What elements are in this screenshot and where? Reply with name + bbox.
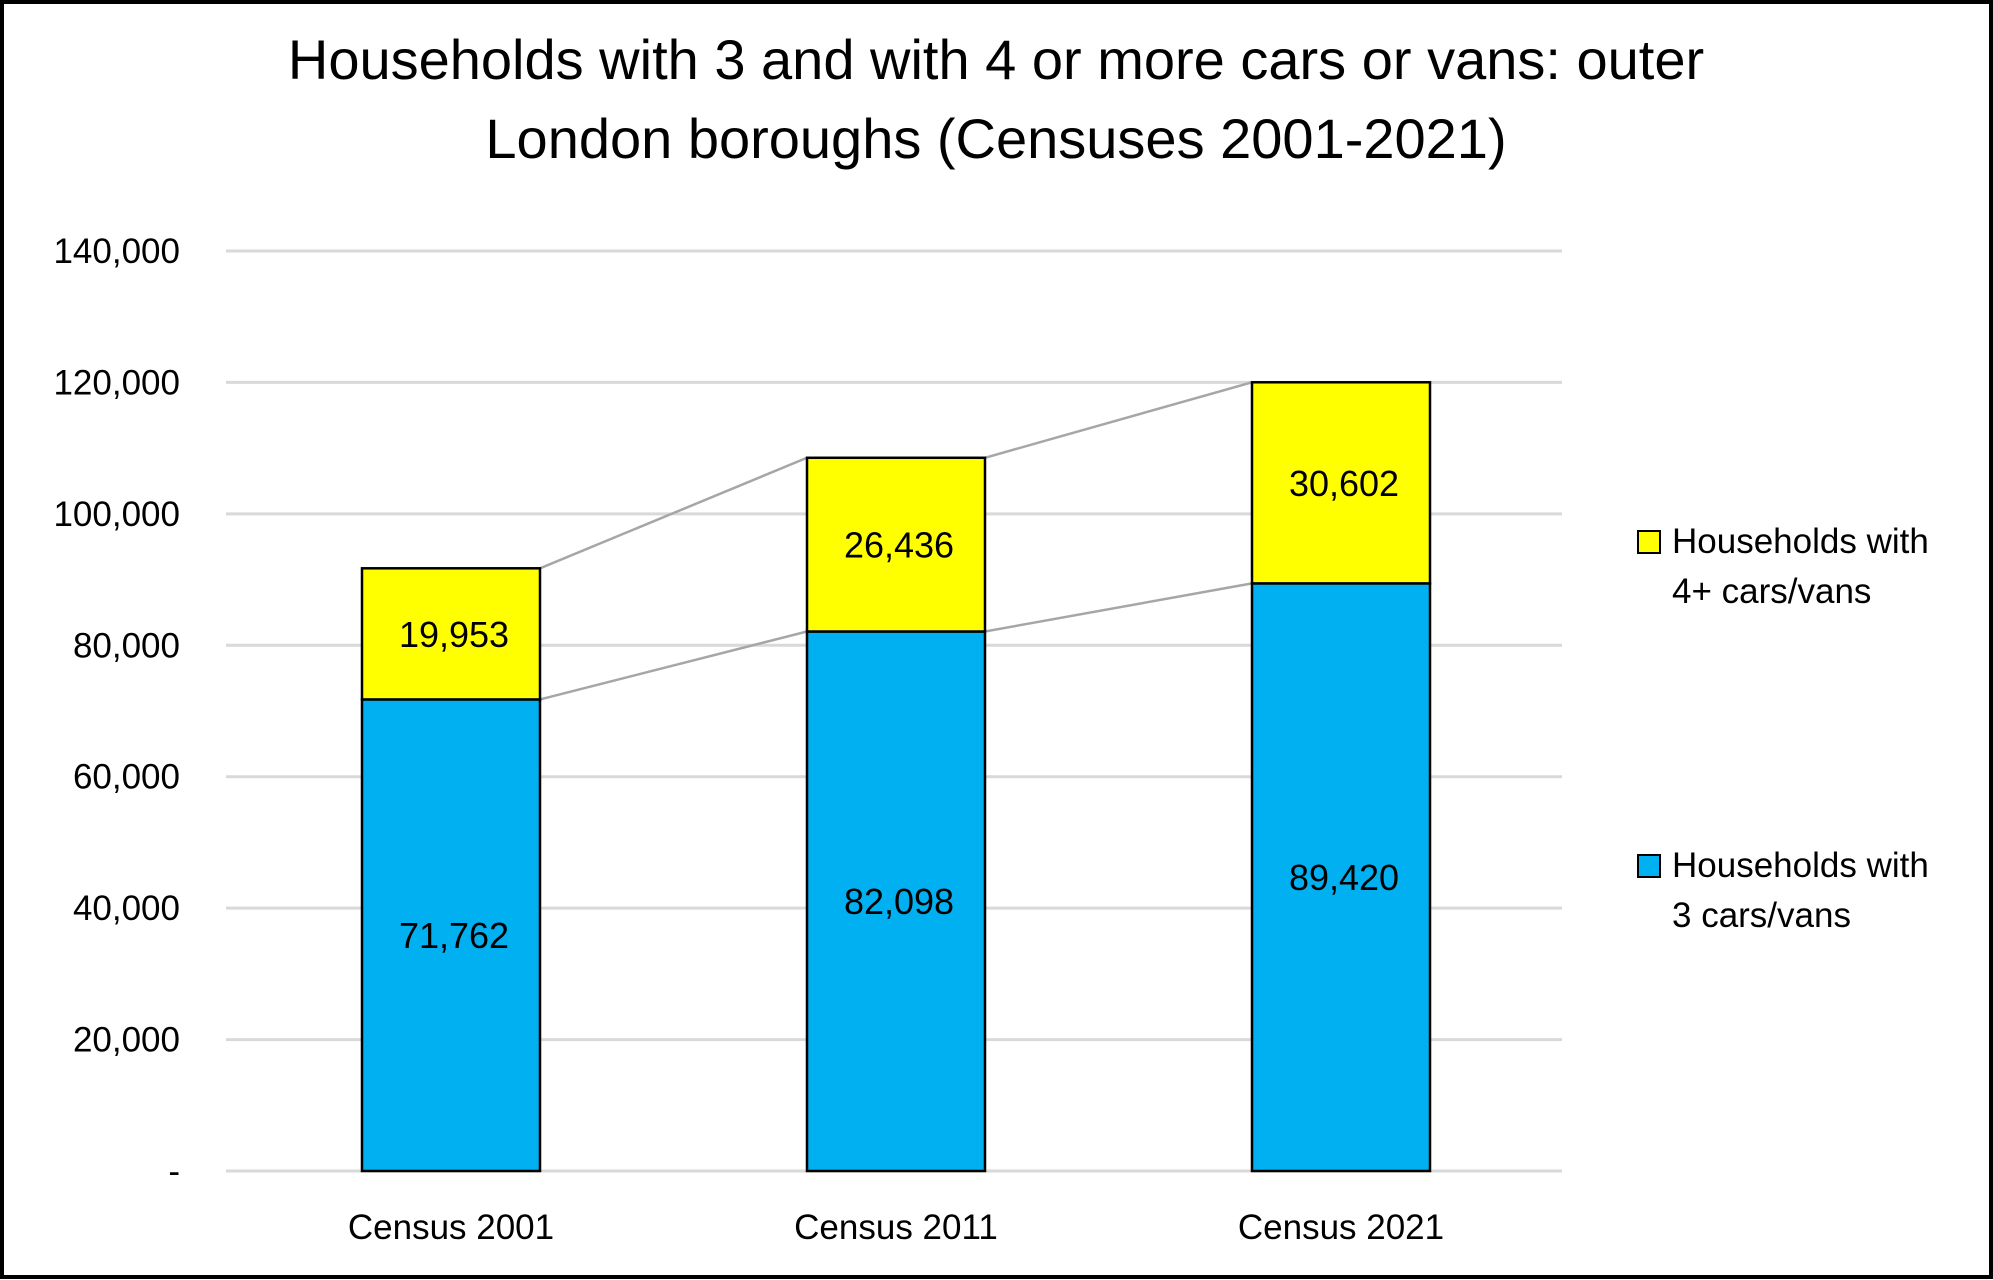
series-line xyxy=(984,381,1253,459)
data-label: 30,602 xyxy=(1289,463,1399,504)
series-lines xyxy=(539,381,1253,701)
chart-title-line-1: Households with 3 and with 4 or more car… xyxy=(288,28,1704,91)
stacked-bar-chart: Households with 3 and with 4 or more car… xyxy=(53,28,1929,1247)
x-tick-label: Census 2011 xyxy=(794,1208,998,1247)
bar xyxy=(360,698,542,1173)
legend-label: Households with xyxy=(1672,846,1929,885)
x-tick-label: Census 2001 xyxy=(348,1208,554,1247)
bar xyxy=(1250,582,1432,1173)
data-labels: 71,762 19,953 82,098 26,436 89,420 30,602 xyxy=(399,463,1399,956)
series-line xyxy=(539,456,808,570)
y-tick-label: - xyxy=(168,1152,180,1191)
legend-label: 3 cars/vans xyxy=(1672,896,1851,935)
legend-swatch xyxy=(1637,530,1661,554)
data-label: 71,762 xyxy=(399,915,509,956)
bar xyxy=(360,567,542,701)
legend-label: Households with xyxy=(1672,522,1929,561)
y-tick-label: 40,000 xyxy=(73,889,180,928)
data-label: 82,098 xyxy=(844,881,954,922)
data-label: 19,953 xyxy=(399,614,509,655)
chart-title: Households with 3 and with 4 or more car… xyxy=(288,28,1704,170)
bar xyxy=(1250,381,1432,585)
y-tick-label: 120,000 xyxy=(53,363,180,402)
chart-title-line-2: London boroughs (Censuses 2001-2021) xyxy=(485,107,1506,170)
series-line xyxy=(984,582,1253,633)
data-label: 26,436 xyxy=(844,525,954,566)
y-tick-label: 100,000 xyxy=(53,495,180,534)
series-line xyxy=(539,630,808,701)
x-axis: Census 2001 Census 2011 Census 2021 xyxy=(348,1208,1444,1247)
legend-swatch xyxy=(1637,854,1661,878)
x-tick-label: Census 2021 xyxy=(1238,1208,1444,1247)
data-label: 89,420 xyxy=(1289,857,1399,898)
y-tick-label: 20,000 xyxy=(73,1021,180,1060)
bars xyxy=(360,381,1432,1173)
y-tick-label: 80,000 xyxy=(73,626,180,665)
legend-label: 4+ cars/vans xyxy=(1672,572,1871,611)
legend: Households with 4+ cars/vans Households wi… xyxy=(1637,522,1929,935)
bar xyxy=(805,456,987,633)
y-tick-label: 60,000 xyxy=(73,758,180,797)
y-axis: - 20,000 40,000 60,000 80,000 100,000 120,000 1… xyxy=(53,232,180,1191)
y-tick-label: 140,000 xyxy=(53,232,180,271)
